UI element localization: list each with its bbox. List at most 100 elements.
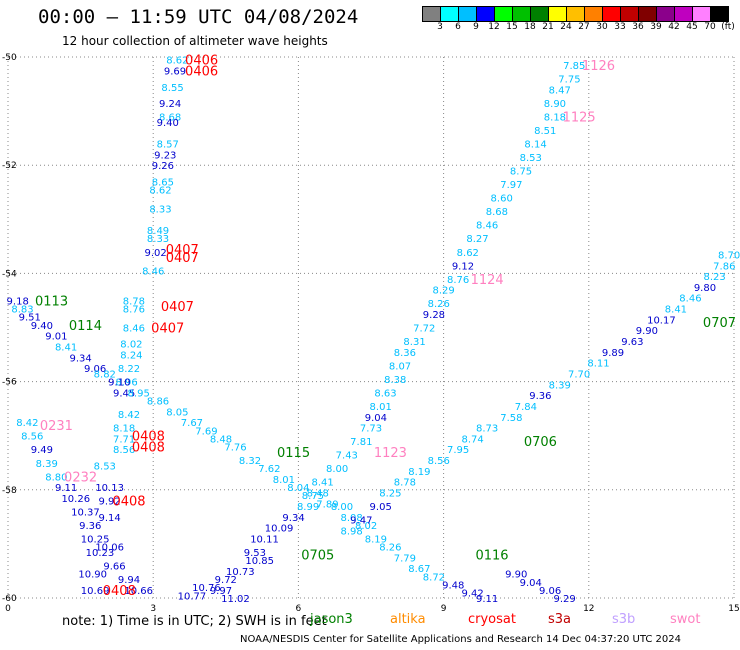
wave-height-label: 8.55: [161, 83, 183, 94]
wave-height-label: 10.69: [81, 586, 110, 597]
wave-height-label: 7.95: [447, 445, 469, 456]
wave-height-label: 8.46: [679, 294, 701, 305]
wave-height-label: 7.62: [258, 464, 280, 475]
wave-height-label: 8.75: [302, 491, 324, 502]
wave-height-label: 8.11: [587, 359, 609, 370]
colorbar: [422, 6, 729, 22]
wave-height-label: 10.76: [192, 583, 221, 594]
colorbar-tick-label: 24: [560, 22, 572, 32]
wave-height-label: 8.42: [16, 418, 38, 429]
wave-height-label: 9.90: [636, 326, 658, 337]
x-tick-label: 6: [296, 604, 302, 612]
wave-height-label: 8.26: [428, 299, 450, 310]
y-tick-label: -50: [2, 53, 17, 63]
colorbar-tick-label: 12: [488, 22, 500, 32]
wave-height-label: 8.14: [524, 140, 546, 151]
wave-height-label: 7.71: [113, 434, 135, 445]
wave-height-label: 8.95: [128, 388, 150, 399]
wave-height-label: 8.70: [718, 250, 740, 261]
wave-height-label: 9.28: [423, 310, 445, 321]
wave-height-label: 9.94: [118, 575, 140, 586]
x-tick-label: 9: [441, 604, 447, 612]
pass-label: 0232: [64, 470, 97, 485]
wave-height-label: 8.53: [520, 153, 542, 164]
satellite-legend: jason3 altika cryosat s3a s3b swot: [0, 612, 740, 630]
wave-height-label: 7.79: [394, 553, 416, 564]
wave-height-label: 8.29: [432, 286, 454, 297]
wave-height-label: 8.99: [297, 502, 319, 513]
satellite-legend-item: s3a: [548, 612, 572, 627]
colorbar-tick-label: 21: [542, 22, 554, 32]
wave-height-label: 9.51: [19, 313, 41, 324]
pass-label: 0707: [703, 316, 736, 331]
wave-height-label: 8.04: [287, 483, 309, 494]
wave-height-label: 8.56: [21, 432, 43, 443]
colorbar-tick-label: 36: [632, 22, 644, 32]
wave-height-label: 9.18: [7, 296, 29, 307]
wave-height-label: 8.80: [45, 472, 67, 483]
wave-height-label: 8.46: [123, 324, 145, 335]
colorbar-tick-label: 15: [506, 22, 518, 32]
colorbar-swatch: [476, 6, 494, 22]
wave-height-label: 9.80: [694, 283, 716, 294]
colorbar-swatch: [494, 6, 512, 22]
wave-height-label: 7.75: [558, 75, 580, 86]
pass-label: 0705: [301, 549, 334, 564]
chart-title: 00:00 – 11:59 UTC 04/08/2024: [38, 6, 359, 28]
wave-height-label: 9.02: [144, 248, 166, 259]
wave-height-label: 9.14: [99, 513, 121, 524]
chart-area: 0 3 6 9 12 15-50-52-54-56-58-608.629.698.559.…: [2, 53, 740, 612]
colorbar-swatch: [530, 6, 548, 22]
wave-height-label: 9.42: [462, 589, 484, 600]
wave-height-label: 8.73: [476, 424, 498, 435]
colorbar-swatch: [566, 6, 584, 22]
wave-height-label: 9.04: [365, 413, 387, 424]
x-tick-label: 15: [728, 604, 739, 612]
footer-note: note: 1) Time is in UTC; 2) SWH is in fe…: [62, 614, 327, 629]
colorbar-tick-label: 18: [524, 22, 536, 32]
wave-height-label: 8.41: [311, 478, 333, 489]
colorbar-swatch: [620, 6, 638, 22]
chart-subtitle: 12 hour collection of altimeter wave hei…: [62, 34, 328, 48]
wave-height-label: 8.41: [665, 305, 687, 316]
y-tick-label: -58: [2, 486, 17, 496]
colorbar-swatch: [422, 6, 440, 22]
wave-height-label: 7.69: [195, 426, 217, 437]
colorbar-swatch: [584, 6, 602, 22]
wave-height-label: 7.70: [568, 369, 590, 380]
wave-height-label: 7.76: [224, 443, 246, 454]
wave-height-label: 8.42: [118, 410, 140, 421]
wave-height-label: 8.75: [510, 167, 532, 178]
wave-height-label: 9.36: [529, 391, 551, 402]
colorbar-swatch: [638, 6, 656, 22]
colorbar-swatch: [440, 6, 458, 22]
wave-height-label: 8.18: [544, 113, 566, 124]
pass-label: 0406: [185, 54, 218, 69]
pass-label: 0706: [524, 435, 557, 450]
wave-height-label: 10.66: [124, 586, 153, 597]
wave-height-label: 9.24: [159, 99, 181, 110]
wave-height-label: 9.40: [31, 321, 53, 332]
wave-height-label: 7.58: [500, 413, 522, 424]
wave-height-label: 9.12: [452, 261, 474, 272]
wave-height-label: 8.00: [331, 502, 353, 513]
pass-label: 0116: [475, 549, 508, 564]
wave-height-label: 8.62: [149, 186, 171, 197]
wave-height-label: 8.60: [491, 194, 513, 205]
pass-label: 0406: [185, 65, 218, 80]
wave-height-label: 9.48: [442, 580, 464, 591]
wave-height-label: 7.73: [360, 424, 382, 435]
wave-height-label: 8.56: [113, 445, 135, 456]
wave-height-label: 8.65: [152, 177, 174, 188]
y-tick-label: -60: [2, 594, 17, 604]
wave-height-label: 8.23: [704, 272, 726, 283]
wave-height-label: 9.53: [244, 548, 266, 559]
wave-height-label: 8.78: [123, 296, 145, 307]
wave-height-label: 8.46: [142, 267, 164, 278]
wave-height-label: 8.57: [157, 140, 179, 151]
x-tick-label: 12: [583, 604, 594, 612]
wave-height-label: 9.04: [520, 578, 542, 589]
colorbar-unit-label: (ft): [721, 22, 735, 32]
wave-height-label: 7.86: [713, 261, 735, 272]
pass-label: 0408: [132, 441, 165, 456]
